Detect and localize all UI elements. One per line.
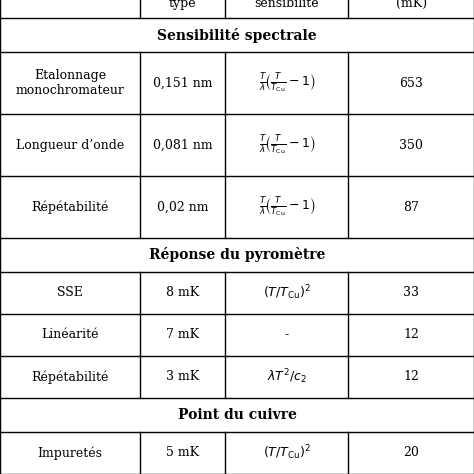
Text: $\frac{T}{\lambda}\!\left(\frac{T}{T_{\mathrm{Cu}}}-1\right)$: $\frac{T}{\lambda}\!\left(\frac{T}{T_{\m… bbox=[259, 133, 315, 157]
Text: 5 mK: 5 mK bbox=[166, 447, 199, 459]
Text: 8 mK: 8 mK bbox=[166, 286, 199, 300]
Text: Longueur d’onde: Longueur d’onde bbox=[16, 138, 124, 152]
Text: (mK): (mK) bbox=[396, 0, 427, 9]
Text: 7 mK: 7 mK bbox=[166, 328, 199, 341]
Text: Impuretés: Impuretés bbox=[37, 446, 103, 460]
Text: 0,151 nm: 0,151 nm bbox=[153, 76, 212, 90]
Text: sensibilité: sensibilité bbox=[255, 0, 319, 9]
Text: type: type bbox=[169, 0, 196, 9]
Text: 0,081 nm: 0,081 nm bbox=[153, 138, 212, 152]
Text: 20: 20 bbox=[403, 447, 419, 459]
Text: 0,02 nm: 0,02 nm bbox=[157, 201, 208, 213]
Text: $\lambda T^2/c_2$: $\lambda T^2/c_2$ bbox=[267, 368, 307, 386]
Text: $\frac{T}{\lambda}\!\left(\frac{T}{T_{\mathrm{Cu}}}-1\right)$: $\frac{T}{\lambda}\!\left(\frac{T}{T_{\m… bbox=[259, 195, 315, 219]
Text: Etalonnage
monochromateur: Etalonnage monochromateur bbox=[16, 69, 125, 97]
Text: Linéarité: Linéarité bbox=[41, 328, 99, 341]
Text: 12: 12 bbox=[403, 328, 419, 341]
Text: $(T/T_{\mathrm{Cu}})^2$: $(T/T_{\mathrm{Cu}})^2$ bbox=[263, 283, 311, 302]
Text: Répétabilité: Répétabilité bbox=[31, 370, 109, 384]
Text: Répétabilité: Répétabilité bbox=[31, 200, 109, 214]
Text: 33: 33 bbox=[403, 286, 419, 300]
Text: 3 mK: 3 mK bbox=[166, 371, 199, 383]
Text: $\frac{T}{\lambda}\!\left(\frac{T}{T_{\mathrm{Cu}}}-1\right)$: $\frac{T}{\lambda}\!\left(\frac{T}{T_{\m… bbox=[259, 71, 315, 95]
Text: $(T/T_{\mathrm{Cu}})^2$: $(T/T_{\mathrm{Cu}})^2$ bbox=[263, 444, 311, 462]
Text: 653: 653 bbox=[400, 76, 423, 90]
Text: Sensibilité spectrale: Sensibilité spectrale bbox=[157, 27, 317, 43]
Text: Point du cuivre: Point du cuivre bbox=[178, 408, 296, 422]
Text: -: - bbox=[285, 328, 289, 341]
Text: Réponse du pyromètre: Réponse du pyromètre bbox=[149, 247, 325, 263]
Text: SSE: SSE bbox=[57, 286, 83, 300]
Text: 350: 350 bbox=[400, 138, 423, 152]
Text: 12: 12 bbox=[403, 371, 419, 383]
Text: 87: 87 bbox=[403, 201, 419, 213]
